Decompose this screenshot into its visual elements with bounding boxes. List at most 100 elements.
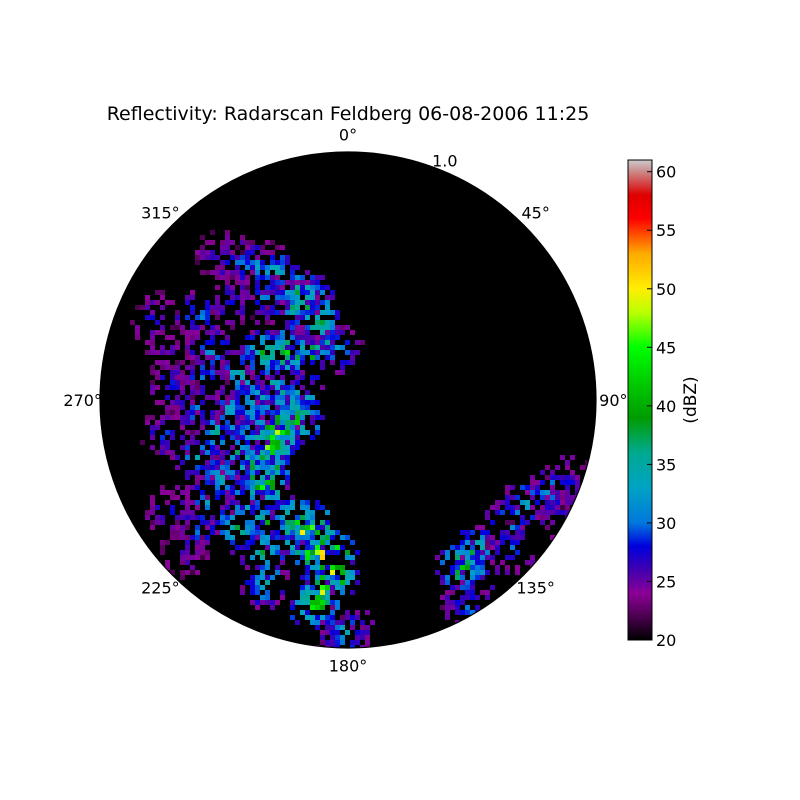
echo-cell bbox=[240, 250, 245, 255]
echo-cell bbox=[245, 285, 250, 290]
radial-tick-label: 1.0 bbox=[432, 151, 457, 170]
echo-cell bbox=[280, 415, 285, 420]
echo-cell bbox=[205, 250, 210, 255]
echo-cell bbox=[525, 560, 530, 565]
echo-cell bbox=[235, 255, 240, 260]
echo-cell bbox=[270, 505, 275, 510]
echo-cell bbox=[175, 485, 180, 490]
echo-cell bbox=[240, 275, 245, 280]
echo-cell bbox=[165, 440, 170, 445]
echo-cell bbox=[345, 325, 350, 330]
echo-cell bbox=[190, 485, 195, 490]
echo-cell bbox=[325, 550, 330, 555]
echo-cell bbox=[290, 505, 295, 510]
echo-cell bbox=[235, 415, 240, 420]
echo-cell bbox=[185, 510, 190, 515]
echo-cell bbox=[250, 350, 255, 355]
echo-cell bbox=[340, 365, 345, 370]
echo-cell bbox=[520, 535, 525, 540]
echo-cell bbox=[265, 390, 270, 395]
echo-cell bbox=[190, 290, 195, 295]
echo-cell bbox=[220, 470, 225, 475]
echo-cell bbox=[250, 385, 255, 390]
echo-cell bbox=[310, 305, 315, 310]
echo-cell bbox=[240, 380, 245, 385]
echo-cell bbox=[460, 555, 465, 560]
echo-cell bbox=[245, 465, 250, 470]
echo-cell bbox=[365, 645, 370, 648]
echo-cell bbox=[255, 550, 260, 555]
echo-cell bbox=[280, 345, 285, 350]
echo-cell bbox=[285, 570, 290, 575]
echo-cell bbox=[325, 305, 330, 310]
echo-cell bbox=[305, 330, 310, 335]
echo-cell bbox=[330, 610, 335, 615]
echo-cell bbox=[310, 530, 315, 535]
echo-cell bbox=[495, 510, 500, 515]
echo-cell bbox=[220, 365, 225, 370]
echo-cell bbox=[560, 480, 565, 485]
echo-cell bbox=[225, 400, 230, 405]
echo-cell bbox=[135, 325, 140, 330]
echo-cell bbox=[270, 545, 275, 550]
echo-cell bbox=[240, 445, 245, 450]
echo-cell bbox=[270, 460, 275, 465]
echo-cell bbox=[555, 475, 560, 480]
echo-cell bbox=[295, 445, 300, 450]
echo-cell bbox=[160, 415, 165, 420]
echo-cell bbox=[280, 285, 285, 290]
echo-cell bbox=[255, 350, 260, 355]
echo-cell bbox=[195, 535, 200, 540]
colorbar-gradient bbox=[628, 160, 652, 640]
echo-cell bbox=[235, 490, 240, 495]
echo-cell bbox=[300, 535, 305, 540]
echo-cell bbox=[340, 580, 345, 585]
echo-cell bbox=[185, 380, 190, 385]
echo-cell bbox=[250, 460, 255, 465]
echo-cell bbox=[260, 540, 265, 545]
echo-cell bbox=[175, 310, 180, 315]
echo-cell bbox=[150, 505, 155, 510]
echo-core-cell bbox=[170, 385, 175, 390]
echo-cell bbox=[270, 250, 275, 255]
echo-cell bbox=[210, 525, 215, 530]
echo-cell bbox=[225, 230, 230, 235]
echo-cell bbox=[300, 300, 305, 305]
echo-cell bbox=[270, 455, 275, 460]
echo-cell bbox=[290, 310, 295, 315]
echo-cell bbox=[555, 510, 560, 515]
echo-cell bbox=[560, 495, 565, 500]
echo-cell bbox=[285, 305, 290, 310]
echo-cell bbox=[295, 550, 300, 555]
echo-cell bbox=[290, 270, 295, 275]
echo-cell bbox=[285, 445, 290, 450]
echo-cell bbox=[250, 415, 255, 420]
echo-cell bbox=[285, 460, 290, 465]
echo-cell bbox=[275, 500, 280, 505]
echo-cell bbox=[165, 540, 170, 545]
echo-cell bbox=[545, 515, 550, 520]
echo-cell bbox=[190, 380, 195, 385]
echo-cell bbox=[305, 575, 310, 580]
echo-cell bbox=[285, 535, 290, 540]
echo-cell bbox=[255, 585, 260, 590]
echo-core-cell bbox=[230, 300, 235, 305]
echo-cell bbox=[295, 405, 300, 410]
echo-cell bbox=[205, 555, 210, 560]
echo-cell bbox=[310, 510, 315, 515]
echo-cell bbox=[285, 255, 290, 260]
echo-cell bbox=[185, 505, 190, 510]
echo-cell bbox=[525, 490, 530, 495]
echo-cell bbox=[545, 475, 550, 480]
echo-cell bbox=[315, 400, 320, 405]
echo-cell bbox=[305, 410, 310, 415]
echo-cell bbox=[575, 505, 580, 510]
echo-cell bbox=[540, 480, 545, 485]
echo-cell bbox=[480, 560, 485, 565]
echo-cell bbox=[205, 355, 210, 360]
echo-cell bbox=[275, 395, 280, 400]
echo-cell bbox=[220, 370, 225, 375]
echo-cell bbox=[285, 525, 290, 530]
echo-cell bbox=[210, 335, 215, 340]
echo-cell bbox=[250, 585, 255, 590]
